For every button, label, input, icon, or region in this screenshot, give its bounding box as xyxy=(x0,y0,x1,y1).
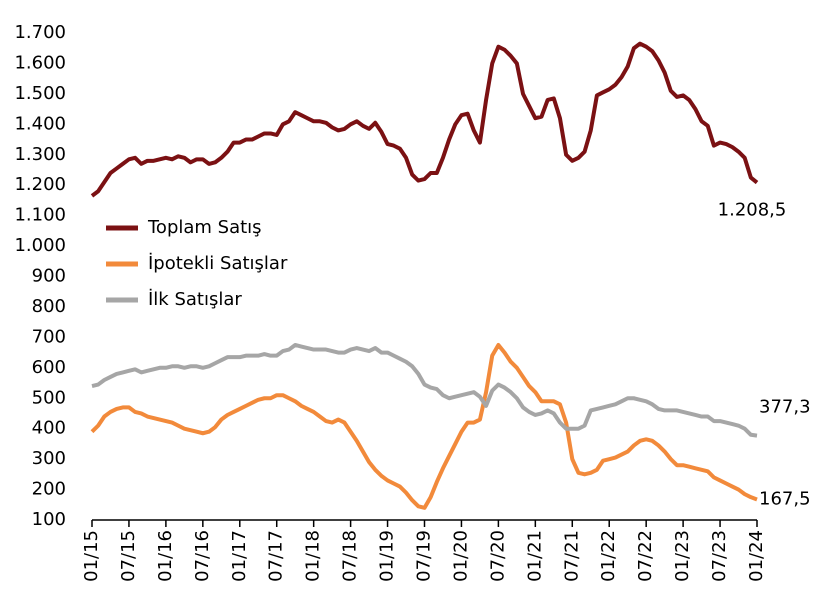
y-tick-label: 1.000 xyxy=(14,235,66,256)
x-tick-label: 07/18 xyxy=(340,530,361,582)
y-tick-label: 200 xyxy=(32,479,66,500)
y-tick-label: 100 xyxy=(32,509,66,530)
series-line xyxy=(90,342,758,510)
x-tick-label: 01/22 xyxy=(598,530,619,582)
y-tick-label: 1.100 xyxy=(14,205,66,226)
y-tick-label: 800 xyxy=(32,296,66,317)
legend-label: İlk Satışlar xyxy=(148,289,242,310)
data-label: 377,3 xyxy=(759,397,811,418)
y-tick-label: 1.600 xyxy=(14,52,66,73)
y-tick-label: 600 xyxy=(32,357,66,378)
x-tick-label: 07/19 xyxy=(414,530,435,582)
legend-label: Toplam Satış xyxy=(147,217,262,238)
legend-label: İpotekli Satışlar xyxy=(148,253,288,274)
x-tick-label: 07/21 xyxy=(561,530,582,582)
x-tick-label: 07/15 xyxy=(118,530,139,582)
y-tick-label: 1.400 xyxy=(14,113,66,134)
x-tick-label: 07/16 xyxy=(192,530,213,582)
x-tick-label: 07/23 xyxy=(709,530,730,582)
x-tick-label: 01/19 xyxy=(377,530,398,582)
y-tick-label: 500 xyxy=(32,387,66,408)
series-line xyxy=(91,342,758,438)
x-tick-label: 01/21 xyxy=(524,530,545,582)
x-tick-label: 01/18 xyxy=(303,530,324,582)
x-tick-label: 07/22 xyxy=(635,530,656,582)
y-tick-label: 1.200 xyxy=(14,174,66,195)
x-tick-label: 01/16 xyxy=(155,530,176,582)
y-tick-label: 900 xyxy=(32,266,66,287)
y-tick-label: 1.500 xyxy=(14,83,66,104)
x-tick-label: 07/20 xyxy=(487,530,508,582)
data-label: 1.208,5 xyxy=(718,200,787,221)
y-tick-label: 1.300 xyxy=(14,144,66,165)
x-tick-label: 01/17 xyxy=(229,530,250,582)
y-tick-label: 700 xyxy=(32,326,66,347)
data-label: 167,5 xyxy=(759,488,811,509)
x-tick-label: 07/17 xyxy=(266,530,287,582)
x-tick-label: 01/23 xyxy=(672,530,693,582)
y-tick-label: 300 xyxy=(32,448,66,469)
x-tick-label: 01/20 xyxy=(450,530,471,582)
y-tick-label: 1.700 xyxy=(14,22,66,43)
y-tick-label: 400 xyxy=(32,418,66,439)
x-tick-label: 01/24 xyxy=(746,530,767,582)
series-line xyxy=(90,41,759,198)
x-tick-label: 01/15 xyxy=(81,530,102,582)
